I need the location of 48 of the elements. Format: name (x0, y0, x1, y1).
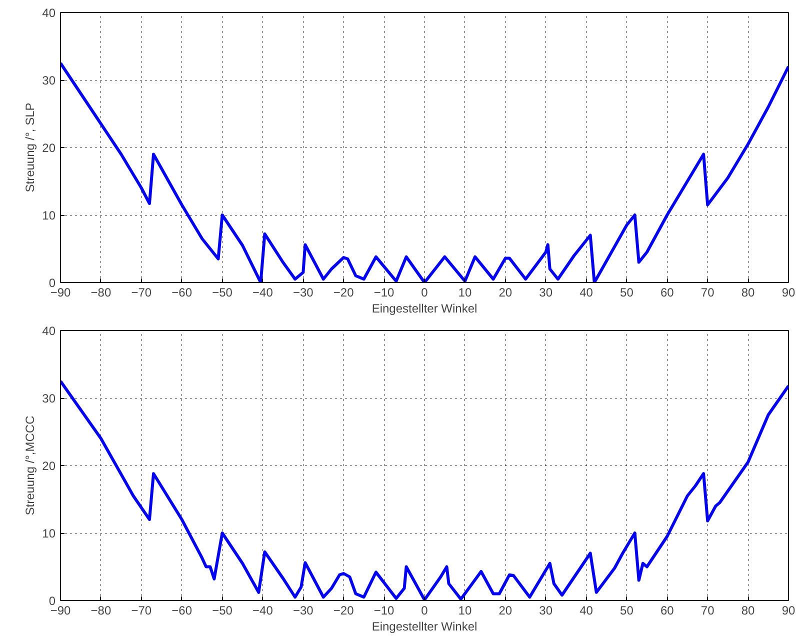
y-tick-label: 40 (42, 6, 56, 20)
x-tick-label: −60 (172, 604, 192, 618)
x-tick-label: −40 (252, 604, 274, 618)
x-tick-label: 30 (539, 604, 553, 618)
x-tick-label: −20 (333, 604, 354, 618)
x-tick-label: −30 (292, 286, 314, 300)
x-tick-label: 10 (458, 286, 472, 300)
x-tick-label: 20 (498, 286, 512, 300)
y-tick-label: 30 (42, 74, 56, 88)
x-tick-label: 0 (421, 286, 428, 300)
x-tick-label: 60 (660, 286, 674, 300)
y-tick-label: 10 (42, 208, 56, 222)
x-tick-label: −60 (172, 286, 192, 300)
x-tick-label: 50 (620, 286, 634, 300)
x-tick-label: 30 (539, 286, 553, 300)
x-tick-label: −80 (90, 604, 112, 618)
y-axis-title: Streuung /°, SLP (23, 102, 38, 192)
x-tick-label: −70 (131, 286, 152, 300)
x-tick-label: −20 (333, 286, 354, 300)
x-tick-label: 90 (782, 604, 796, 618)
x-tick-label: −30 (292, 604, 314, 618)
x-tick-label: 70 (700, 604, 715, 618)
x-axis-title: Eingestellter Winkel (372, 302, 478, 316)
x-tick-label: 40 (580, 604, 594, 618)
x-tick-label: 80 (741, 286, 756, 300)
y-tick-label: 20 (42, 141, 56, 155)
x-tick-label: −70 (131, 604, 152, 618)
x-tick-label: −10 (374, 604, 395, 618)
y-tick-label: 20 (42, 459, 56, 473)
x-tick-label: 0 (421, 604, 428, 618)
x-tick-label: 40 (580, 286, 594, 300)
x-tick-label: 20 (498, 604, 512, 618)
x-tick-label: −50 (212, 286, 233, 300)
x-tick-label: −10 (374, 286, 395, 300)
x-tick-label: 70 (700, 286, 715, 300)
x-tick-label: 50 (620, 604, 634, 618)
x-tick-label: 90 (782, 286, 796, 300)
x-tick-label: −80 (90, 286, 112, 300)
y-axis-title: Streuung /°,MCCC (23, 415, 38, 516)
y-tick-label: 40 (42, 324, 56, 338)
x-tick-label: 10 (458, 604, 472, 618)
x-tick-label: −40 (252, 286, 274, 300)
x-tick-label: 80 (741, 604, 756, 618)
y-tick-label: 10 (42, 526, 56, 540)
x-tick-label: 60 (660, 604, 674, 618)
x-axis-title: Eingestellter Winkel (372, 620, 478, 634)
x-tick-label: −50 (212, 604, 233, 618)
y-tick-label: 30 (42, 392, 56, 406)
